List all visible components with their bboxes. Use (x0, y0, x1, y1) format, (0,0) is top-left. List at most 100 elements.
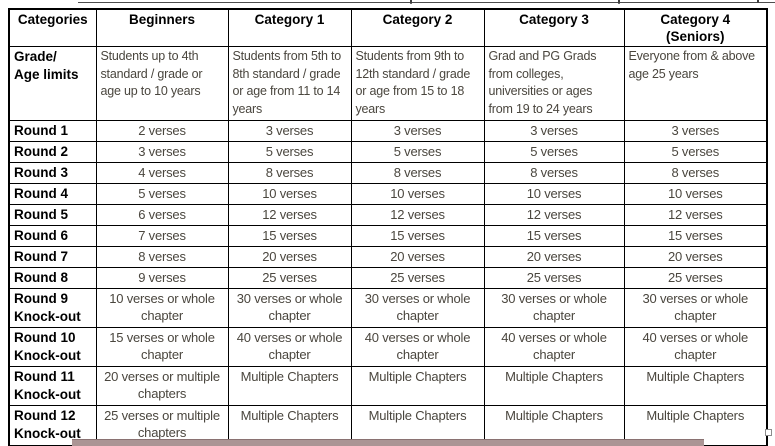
verses-cell: 5 verses (483, 141, 625, 163)
row-label: Round 10 Knock-out (8, 327, 97, 367)
row-label: Grade/ Age limits (8, 46, 97, 121)
verses-cell: 10 verses (483, 183, 625, 205)
verses-cell: 25 verses (623, 267, 768, 289)
grade-limit-cell: Students from 5th to 8th standard / grad… (227, 46, 352, 121)
verses-cell: 20 verses (483, 246, 625, 268)
verses-cell: 5 verses (95, 183, 229, 205)
verses-cell: 3 verses (227, 120, 352, 142)
cropped-text-remnant (410, 0, 412, 4)
verses-cell: 40 verses or whole chapter (623, 327, 768, 367)
verses-cell: 15 verses (623, 225, 768, 247)
header-cell: Categories (8, 8, 97, 47)
verses-cell: 30 verses or whole chapter (483, 288, 625, 328)
grade-limit-cell: Students from 9th to 12th standard / gra… (350, 46, 485, 121)
verses-cell: 12 verses (483, 204, 625, 226)
row-label: Round 4 (8, 183, 97, 205)
verses-cell: 10 verses (227, 183, 352, 205)
verses-cell: 25 verses (483, 267, 625, 289)
header-cell: Category 1 (227, 8, 352, 47)
verses-cell: 15 verses (350, 225, 485, 247)
verses-cell: 40 verses or whole chapter (483, 327, 625, 367)
cropped-text-line-remnant (78, 2, 775, 3)
table-row: Round 10 Knock-out 15 verses or whole cha… (8, 327, 768, 367)
table-row: Grade/ Age limits Students up to 4th stan… (8, 46, 768, 121)
grade-limit-cell: Everyone from & above age 25 years (623, 46, 768, 121)
verses-cell: 7 verses (95, 225, 229, 247)
verses-cell: 40 verses or whole chapter (350, 327, 485, 367)
table-resize-handle[interactable] (765, 429, 772, 436)
verses-cell: 12 verses (227, 204, 352, 226)
verses-cell: 40 verses or whole chapter (227, 327, 352, 367)
row-label: Round 7 (8, 246, 97, 268)
verses-cell: 20 verses (227, 246, 352, 268)
verses-cell: 30 verses or whole chapter (227, 288, 352, 328)
verses-cell: 8 verses (95, 246, 229, 268)
verses-cell: 8 verses (350, 162, 485, 184)
verses-cell: 3 verses (623, 120, 768, 142)
verses-cell: 20 verses (623, 246, 768, 268)
cropped-bar-below-table (72, 439, 704, 446)
row-label: Round 2 (8, 141, 97, 163)
verses-cell: 12 verses (623, 204, 768, 226)
verses-cell: Multiple Chapters (483, 366, 625, 406)
verses-cell: Multiple Chapters (227, 366, 352, 406)
verses-cell: 8 verses (623, 162, 768, 184)
row-label: Round 8 (8, 267, 97, 289)
header-cell: Category 2 (350, 8, 485, 47)
verses-cell: 10 verses or whole chapter (95, 288, 229, 328)
verses-cell: 3 verses (483, 120, 625, 142)
row-label: Round 11 Knock-out (8, 366, 97, 406)
verses-cell: 8 verses (227, 162, 352, 184)
verses-cell: 15 verses (483, 225, 625, 247)
verses-cell: 8 verses (483, 162, 625, 184)
verses-cell: 25 verses (227, 267, 352, 289)
table-row: Round 9 Knock-out 10 verses or whole chap… (8, 288, 768, 328)
verses-cell: 20 verses (350, 246, 485, 268)
header-cell: Beginners (95, 8, 229, 47)
verses-cell: 30 verses or whole chapter (623, 288, 768, 328)
verses-cell: 5 verses (623, 141, 768, 163)
row-label: Round 3 (8, 162, 97, 184)
verses-cell: 5 verses (227, 141, 352, 163)
row-label: Round 6 (8, 225, 97, 247)
verses-cell: 6 verses (95, 204, 229, 226)
verses-cell: Multiple Chapters (623, 366, 768, 406)
verses-cell: 15 verses or whole chapter (95, 327, 229, 367)
verses-cell: 25 verses (350, 267, 485, 289)
verses-cell: 2 verses (95, 120, 229, 142)
row-label: Round 1 (8, 120, 97, 142)
header-cell: Category 4 (Seniors) (623, 8, 768, 47)
verses-cell: 10 verses (623, 183, 768, 205)
row-label: Round 9 Knock-out (8, 288, 97, 328)
verses-cell: 3 verses (95, 141, 229, 163)
verses-cell: 5 verses (350, 141, 485, 163)
verses-cell: 20 verses or multiple chapters (95, 366, 229, 406)
table-row: Round 11 Knock-out 20 verses or multiple … (8, 366, 768, 406)
cropped-text-remnant (618, 0, 620, 4)
row-label: Round 5 (8, 204, 97, 226)
cropped-text-remnant (757, 0, 759, 3)
verses-cell: 3 verses (350, 120, 485, 142)
verses-cell: 15 verses (227, 225, 352, 247)
verses-cell: 4 verses (95, 162, 229, 184)
header-cell: Category 3 (483, 8, 625, 47)
grade-limit-cell: Grad and PG Grads from colleges, univers… (483, 46, 625, 121)
grade-limit-cell: Students up to 4th standard / grade or a… (95, 46, 229, 121)
verses-cell: 9 verses (95, 267, 229, 289)
verses-cell: Multiple Chapters (350, 366, 485, 406)
verses-cell: 30 verses or whole chapter (350, 288, 485, 328)
verses-cell: 12 verses (350, 204, 485, 226)
verses-cell: 10 verses (350, 183, 485, 205)
